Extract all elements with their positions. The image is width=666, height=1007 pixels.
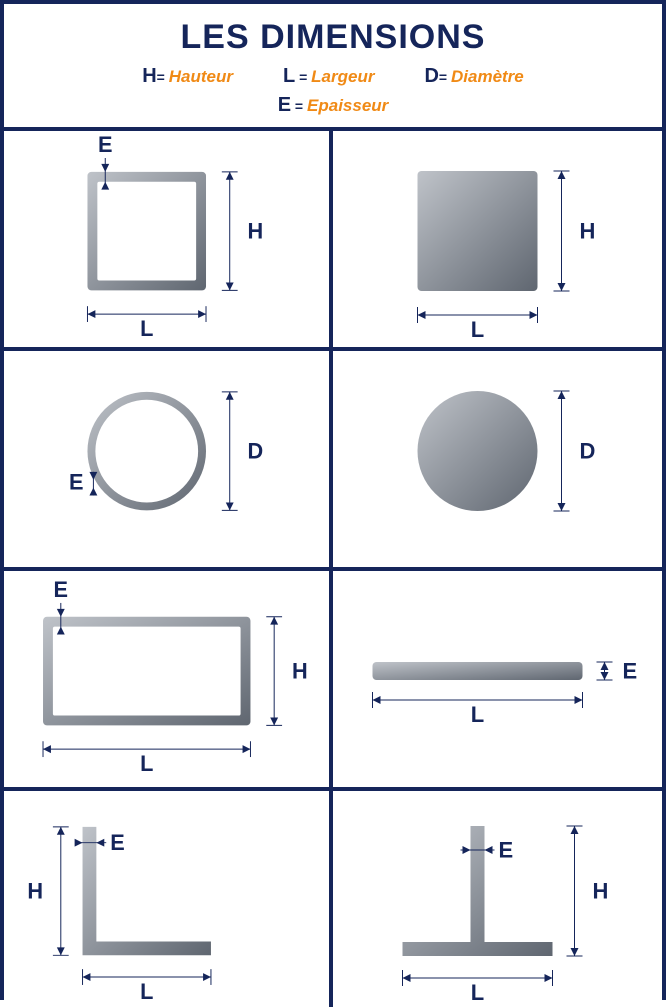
legend-H: H= Hauteur	[142, 65, 233, 88]
shape-circle-solid: D	[333, 351, 662, 571]
svg-text:E: E	[69, 470, 84, 495]
svg-text:D: D	[580, 438, 596, 463]
svg-text:E: E	[54, 577, 68, 602]
svg-text:D: D	[248, 438, 264, 463]
svg-text:H: H	[292, 658, 308, 683]
shape-angle-L: H L E	[4, 791, 333, 1007]
svg-text:H: H	[248, 218, 264, 243]
shape-square-solid: H L	[333, 131, 662, 351]
svg-text:E: E	[499, 837, 514, 862]
legend-row-2: E = Epaisseur	[14, 94, 652, 117]
page-title: LES DIMENSIONS	[14, 18, 652, 57]
shape-square-tube: H L E	[4, 131, 333, 351]
svg-text:E: E	[623, 658, 638, 683]
shape-circle-tube: D E	[4, 351, 333, 571]
svg-text:L: L	[140, 979, 153, 1004]
legend-L: L = Largeur	[283, 65, 374, 88]
svg-text:H: H	[27, 878, 43, 903]
svg-text:L: L	[140, 751, 153, 776]
svg-text:L: L	[471, 980, 484, 1005]
svg-text:L: L	[471, 317, 484, 342]
svg-text:H: H	[580, 218, 596, 243]
shapes-grid: H L E H L D	[4, 131, 662, 995]
header: LES DIMENSIONS H= Hauteur L = Largeur D=…	[4, 4, 662, 131]
legend-row-1: H= Hauteur L = Largeur D= Diamètre	[14, 65, 652, 88]
svg-text:L: L	[140, 316, 153, 341]
legend-D: D= Diamètre	[424, 65, 523, 88]
svg-text:H: H	[593, 878, 609, 903]
svg-text:E: E	[98, 132, 112, 157]
svg-text:L: L	[471, 702, 484, 727]
legend-E: E = Epaisseur	[278, 94, 389, 117]
svg-text:E: E	[110, 830, 125, 855]
shape-rect-tube: H L E	[4, 571, 333, 791]
shape-tee-T: H L E	[333, 791, 662, 1007]
shape-flat-bar: E L	[333, 571, 662, 791]
